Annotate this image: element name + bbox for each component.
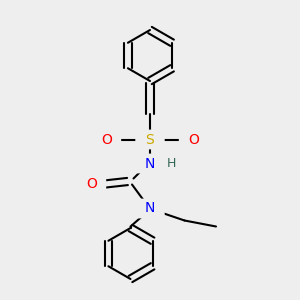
FancyBboxPatch shape xyxy=(77,175,106,194)
FancyBboxPatch shape xyxy=(92,130,121,149)
Text: H: H xyxy=(166,157,176,170)
Text: O: O xyxy=(86,178,97,191)
Text: N: N xyxy=(145,157,155,170)
Text: N: N xyxy=(145,202,155,215)
FancyBboxPatch shape xyxy=(135,199,165,218)
FancyBboxPatch shape xyxy=(135,154,165,173)
Text: S: S xyxy=(146,133,154,146)
FancyBboxPatch shape xyxy=(135,130,165,149)
Text: O: O xyxy=(101,133,112,146)
FancyBboxPatch shape xyxy=(179,130,208,149)
Text: O: O xyxy=(188,133,199,146)
